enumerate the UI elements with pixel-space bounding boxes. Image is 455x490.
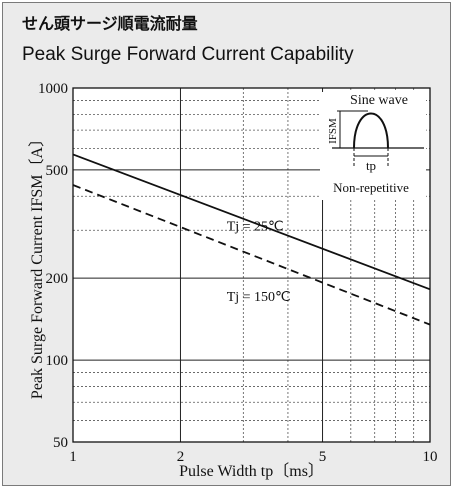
- y-axis-label: Peak Surge Forward Current IFSM〔A〕: [28, 131, 46, 399]
- series-group: Tj = 25℃ Tj = 150℃: [72, 153, 431, 326]
- chart-title-jp: せん頭サージ順電流耐量: [22, 14, 198, 33]
- series-line-tj150: [72, 184, 431, 326]
- y-tick-label: 50: [53, 435, 68, 451]
- inset-sine-pulse: [353, 112, 389, 149]
- inset-label-sine-wave: Sine wave: [350, 93, 408, 108]
- inset-background: [320, 92, 426, 200]
- inset-label-tp: tp: [366, 158, 376, 173]
- x-tick-label: 2: [177, 449, 185, 465]
- series-line-tj25: [72, 153, 431, 291]
- y-tick-label: 500: [46, 163, 69, 179]
- x-tick-label: 1: [69, 449, 77, 465]
- x-axis-label: Pulse Width tp〔ms〕: [179, 462, 324, 480]
- inset-label-ifsm: IFSM: [327, 118, 339, 144]
- grid-major: [73, 88, 430, 442]
- chart-title-en: Peak Surge Forward Current Capability: [22, 44, 354, 65]
- inset-label-non-repetitive: Non-repetitive: [333, 180, 409, 195]
- tick-labels: 1 2 5 10 50 100 200 500 1000: [38, 81, 438, 465]
- series-label-tj25: Tj = 25℃: [227, 219, 284, 234]
- waveform-inset: Sine wave IFSM tp Non-repetitive: [320, 92, 426, 200]
- y-tick-label: 1000: [38, 81, 68, 97]
- y-tick-label: 200: [46, 271, 69, 287]
- x-tick-label: 10: [423, 449, 438, 465]
- plot-border: [72, 87, 431, 443]
- y-tick-label: 100: [46, 353, 69, 369]
- x-tick-label: 5: [319, 449, 327, 465]
- series-label-tj150: Tj = 150℃: [227, 290, 291, 305]
